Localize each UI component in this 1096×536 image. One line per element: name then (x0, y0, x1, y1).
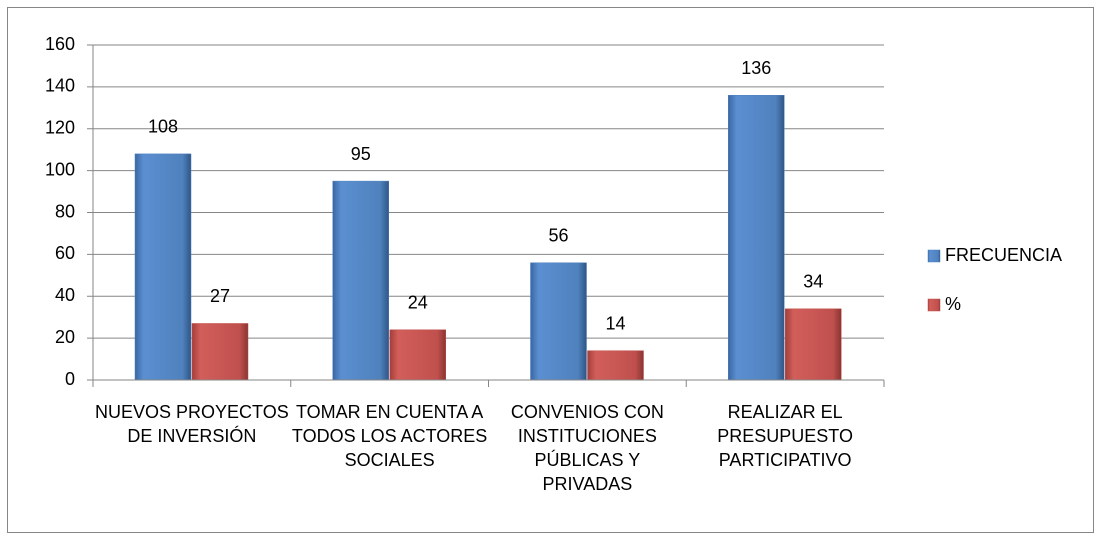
legend-swatch (927, 249, 941, 263)
y-tick-label: 60 (55, 243, 75, 263)
y-tick-label: 120 (45, 118, 75, 138)
y-tick-label: 80 (55, 201, 75, 221)
data-label: 14 (605, 313, 625, 333)
data-label: 95 (351, 144, 371, 164)
bar (785, 308, 842, 381)
legend-swatch (927, 298, 941, 312)
y-tick-label: 40 (55, 285, 75, 305)
y-tick-label: 140 (45, 76, 75, 96)
bar (530, 262, 587, 381)
y-tick-label: 160 (45, 34, 75, 54)
legend-label: % (945, 294, 961, 314)
x-tick-label: REALIZAR EL PRESUPUESTO PARTICIPATIVO (717, 402, 853, 470)
x-tick-label: NUEVOS PROYECTOS DE INVERSIÓN (95, 402, 289, 446)
bar (191, 323, 249, 381)
bar (587, 350, 644, 381)
data-label: 136 (741, 58, 771, 78)
data-label: 27 (210, 286, 230, 306)
data-label: 24 (408, 293, 428, 313)
y-tick-label: 20 (55, 327, 75, 347)
y-tick-label: 100 (45, 159, 75, 179)
y-tick-label: 0 (65, 369, 75, 389)
x-tick-label: TOMAR EN CUENTA A TODOS LOS ACTORES SOCI… (291, 402, 488, 470)
legend-label: FRECUENCIA (945, 245, 1062, 265)
bar (134, 153, 192, 381)
data-label: 56 (548, 226, 568, 246)
data-label: 34 (803, 272, 823, 292)
bar (728, 95, 785, 381)
bar (389, 329, 446, 381)
x-tick-label: CONVENIOS CON INSTITUCIONES PÚBLICAS Y P… (510, 402, 664, 494)
data-label: 108 (148, 117, 178, 137)
bar (332, 180, 389, 381)
